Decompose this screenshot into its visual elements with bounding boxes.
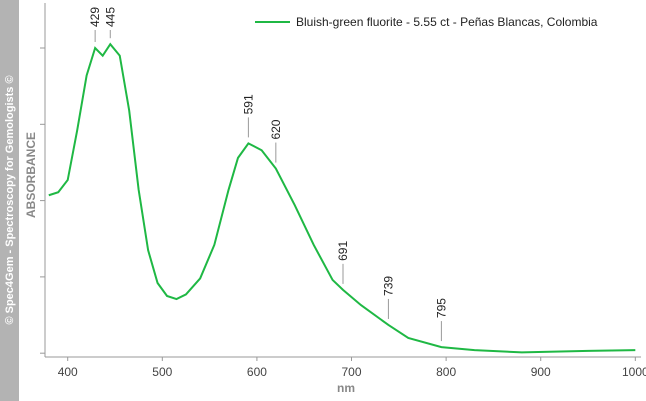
x-tick-label: 800 — [436, 365, 456, 379]
x-tick-label: 700 — [341, 365, 361, 379]
y-axis-label: ABSORBANCE — [24, 132, 38, 218]
peak-label: 445 — [103, 7, 117, 27]
x-tick-label: 400 — [58, 365, 78, 379]
peak-label: 739 — [381, 276, 395, 296]
peak-label: 620 — [269, 119, 283, 139]
watermark: © Spec4Gem - Spectroscopy for Gemologist… — [4, 75, 16, 324]
peak-label: 429 — [88, 7, 102, 27]
side-strip — [0, 0, 19, 401]
x-tick-label: 1000 — [622, 365, 646, 379]
spectrum-line — [48, 42, 636, 354]
x-axis-label: nm — [337, 381, 355, 395]
x-tick-label: 500 — [152, 365, 172, 379]
peak-label: 795 — [434, 298, 448, 318]
peak-label: 691 — [336, 241, 350, 261]
legend-label: Bluish-green fluorite - 5.55 ct - Peñas … — [296, 15, 598, 29]
peak-label: 591 — [241, 94, 255, 114]
x-tick-label: 900 — [531, 365, 551, 379]
x-tick-label: 600 — [247, 365, 267, 379]
